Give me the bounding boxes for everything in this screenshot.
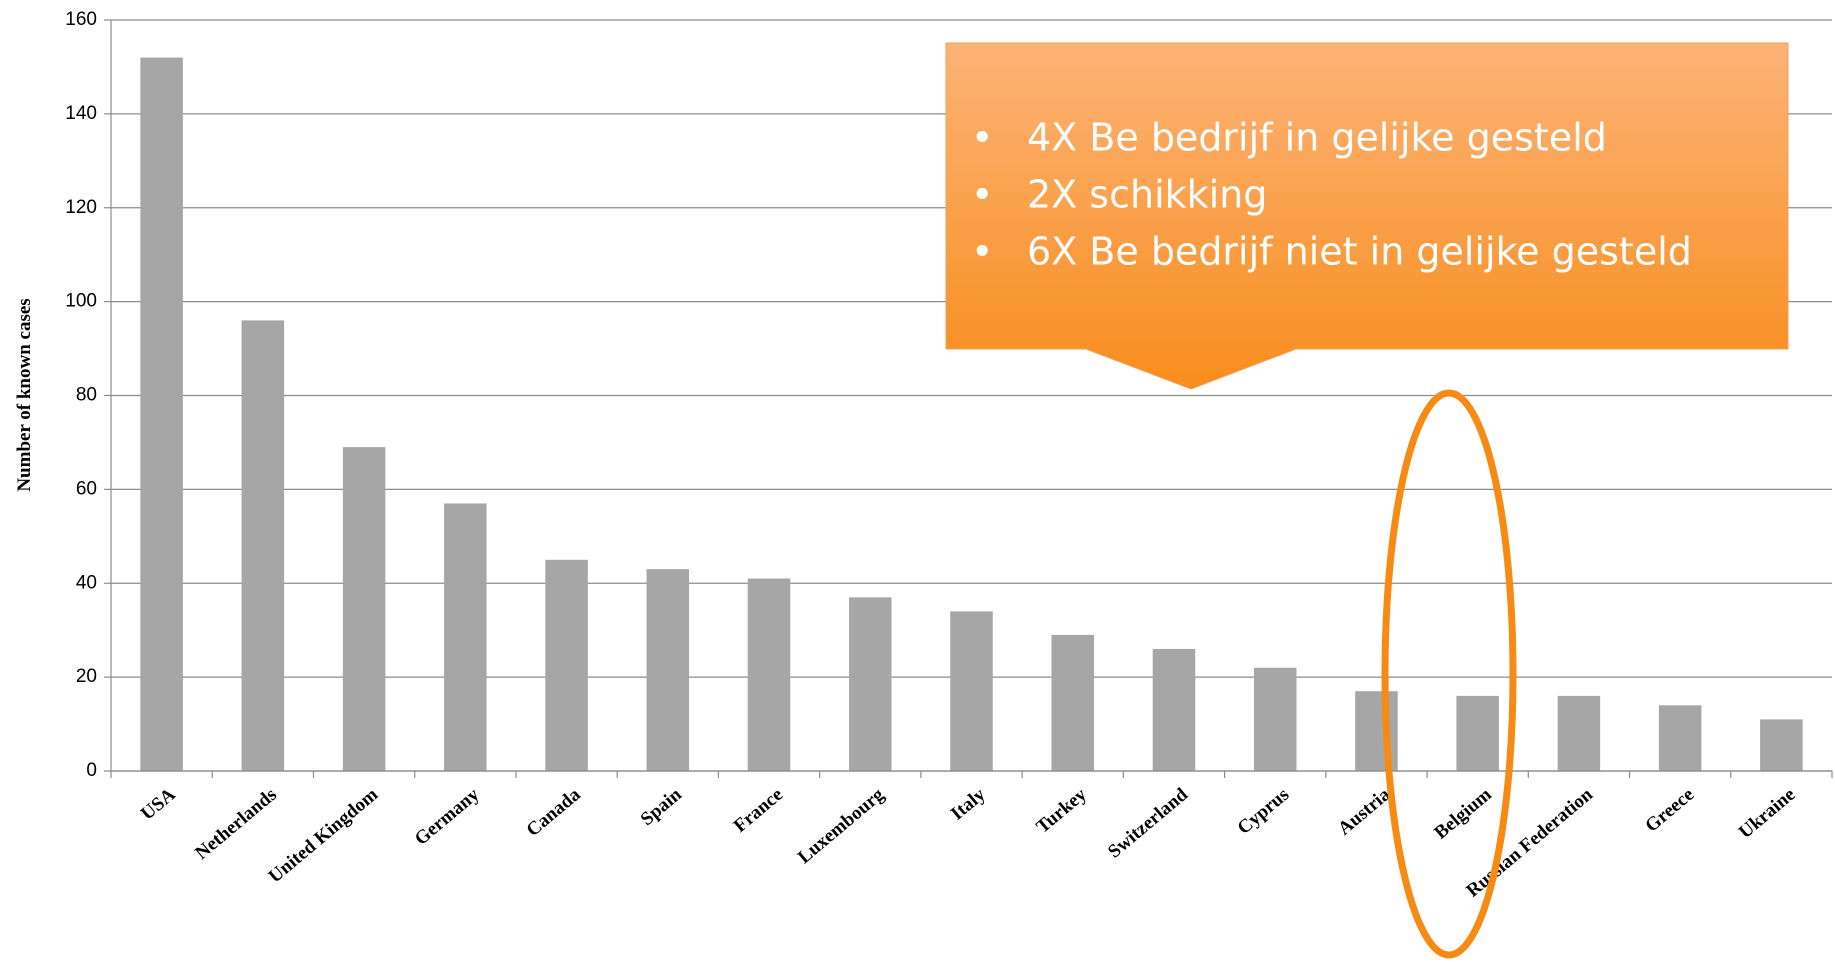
bar <box>1760 719 1803 771</box>
x-tick-label: Austria <box>1334 784 1395 840</box>
x-tick-label: Belgium <box>1430 784 1495 844</box>
bar <box>1051 634 1094 771</box>
y-tick-label: 140 <box>65 103 97 124</box>
x-tick-label: France <box>730 784 787 837</box>
y-axis-label: Number of known cases <box>14 298 35 491</box>
x-tick-label: Cyprus <box>1234 784 1294 839</box>
x-tick-label: Germany <box>411 784 484 850</box>
x-tick-label: USA <box>137 784 180 825</box>
bar <box>1658 705 1702 771</box>
x-tick-label: Turkey <box>1032 784 1091 838</box>
bar <box>1152 648 1196 771</box>
bar <box>1253 667 1297 771</box>
callout-text: 6X Be bedrijf niet in gelijke gesteld <box>1027 230 1692 274</box>
callout-text: 4X Be bedrijf in gelijke gesteld <box>1027 116 1607 160</box>
bar <box>747 578 791 771</box>
callout-text: 2X schikking <box>1027 173 1267 217</box>
y-tick-label: 120 <box>65 197 97 218</box>
x-tick-label: Switzerland <box>1104 784 1192 863</box>
x-tick-label: Greece <box>1641 784 1698 836</box>
highlight-ellipse <box>1381 389 1517 959</box>
callout: • 4X Be bedrijf in gelijke gesteld • 2X sch… <box>945 42 1789 390</box>
y-tick-label: 100 <box>65 291 97 312</box>
bar <box>1557 695 1601 771</box>
callout-bullet: • <box>971 116 993 160</box>
bar <box>241 320 285 771</box>
y-tick-label: 160 <box>65 9 97 30</box>
x-tick-label: Netherlands <box>191 784 281 864</box>
bar <box>342 447 386 771</box>
bar <box>1456 695 1499 771</box>
y-tick-label: 20 <box>76 666 97 687</box>
y-tick-label: 40 <box>76 572 97 593</box>
bar <box>950 611 993 771</box>
bar <box>140 57 183 772</box>
y-tick-label: 0 <box>86 760 97 781</box>
x-tick-label: Ukraine <box>1735 784 1799 843</box>
y-tick-label: 60 <box>76 478 97 499</box>
x-tick-label: Italy <box>947 784 990 825</box>
x-tick-label: Spain <box>637 784 686 830</box>
bar <box>1355 691 1398 771</box>
callout-bullet: • <box>971 230 993 274</box>
x-tick-label: Canada <box>523 784 585 841</box>
callout-bullet: • <box>971 173 993 217</box>
y-tick-label: 80 <box>76 385 97 406</box>
x-tick-label: United Kingdom <box>265 784 383 887</box>
bar <box>545 559 588 771</box>
callout-box <box>945 42 1789 390</box>
bar <box>444 503 487 771</box>
bar <box>646 569 690 771</box>
bar <box>849 597 892 771</box>
x-tick-label: Luxembourg <box>794 784 889 868</box>
